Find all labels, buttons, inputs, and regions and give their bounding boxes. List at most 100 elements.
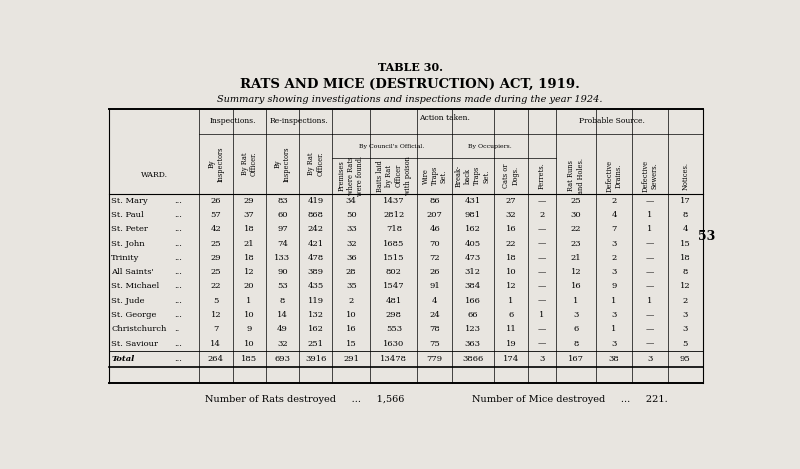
Text: 14: 14 [210, 340, 222, 348]
Text: Action taken.: Action taken. [418, 114, 470, 122]
Text: 18: 18 [506, 254, 516, 262]
Text: 33: 33 [346, 226, 357, 234]
Text: 363: 363 [465, 340, 481, 348]
Text: 57: 57 [210, 211, 222, 219]
Text: Notices.: Notices. [682, 162, 690, 190]
Text: 2: 2 [611, 254, 617, 262]
Text: ...: ... [174, 240, 182, 248]
Text: 38: 38 [609, 355, 619, 363]
Text: 3: 3 [682, 325, 688, 333]
Text: 3: 3 [611, 268, 617, 276]
Text: St. Paul: St. Paul [111, 211, 144, 219]
Text: 718: 718 [386, 226, 402, 234]
Text: Inspections.: Inspections. [210, 117, 256, 125]
Text: 242: 242 [308, 226, 324, 234]
Text: Cats or
Dogs.: Cats or Dogs. [502, 164, 519, 188]
Text: 473: 473 [465, 254, 481, 262]
Text: 7: 7 [611, 226, 617, 234]
Text: 1515: 1515 [383, 254, 405, 262]
Text: 405: 405 [465, 240, 481, 248]
Text: 1: 1 [246, 297, 252, 305]
Text: 1: 1 [647, 297, 653, 305]
Text: ...: ... [174, 268, 182, 276]
Text: 167: 167 [568, 355, 584, 363]
Text: 20: 20 [244, 282, 254, 290]
Text: ...: ... [174, 311, 182, 319]
Text: 18: 18 [244, 226, 254, 234]
Text: 26: 26 [210, 197, 221, 205]
Text: Premises
where Rats
were found.: Premises where Rats were found. [338, 156, 365, 196]
Text: 53: 53 [698, 230, 715, 243]
Text: By Rat
Officer.: By Rat Officer. [307, 151, 324, 176]
Text: 1: 1 [647, 211, 653, 219]
Text: 49: 49 [277, 325, 288, 333]
Text: 22: 22 [210, 282, 221, 290]
Text: 78: 78 [430, 325, 440, 333]
Text: 26: 26 [430, 268, 440, 276]
Text: 37: 37 [244, 211, 254, 219]
Text: —: — [538, 268, 546, 276]
Text: 8: 8 [574, 340, 578, 348]
Text: 481: 481 [386, 297, 402, 305]
Text: 74: 74 [277, 240, 288, 248]
Text: Trinity: Trinity [111, 254, 139, 262]
Text: 207: 207 [426, 211, 442, 219]
Text: —: — [538, 297, 546, 305]
Text: St. Saviour: St. Saviour [111, 340, 158, 348]
Text: 3: 3 [611, 240, 617, 248]
Text: 15: 15 [346, 340, 357, 348]
Text: Total: Total [111, 355, 134, 363]
Text: 312: 312 [465, 268, 481, 276]
Text: Break-
back
Traps
Set.: Break- back Traps Set. [455, 165, 490, 187]
Text: 3: 3 [611, 340, 617, 348]
Text: 34: 34 [346, 197, 357, 205]
Text: 779: 779 [426, 355, 442, 363]
Text: 132: 132 [308, 311, 324, 319]
Text: ...: ... [174, 297, 182, 305]
Text: 46: 46 [430, 226, 440, 234]
Text: 133: 133 [274, 254, 290, 262]
Text: —: — [646, 325, 654, 333]
Text: 1630: 1630 [383, 340, 405, 348]
Text: 60: 60 [277, 211, 288, 219]
Text: ...: ... [174, 355, 182, 363]
Text: 868: 868 [308, 211, 324, 219]
Text: Probable Source.: Probable Source. [579, 117, 645, 125]
Text: 264: 264 [208, 355, 224, 363]
Text: 18: 18 [244, 254, 254, 262]
Text: 4: 4 [611, 211, 617, 219]
Text: ...: ... [174, 211, 182, 219]
Text: 2: 2 [611, 197, 617, 205]
Text: By Occupiers.: By Occupiers. [468, 144, 512, 149]
Text: 123: 123 [465, 325, 481, 333]
Text: 95: 95 [680, 355, 690, 363]
Text: ..: .. [174, 325, 179, 333]
Text: 12: 12 [570, 268, 582, 276]
Text: 3: 3 [647, 355, 653, 363]
Text: 17: 17 [680, 197, 690, 205]
Text: 16: 16 [506, 226, 516, 234]
Text: 419: 419 [307, 197, 324, 205]
Text: 10: 10 [346, 311, 357, 319]
Text: —: — [538, 340, 546, 348]
Text: 8: 8 [682, 211, 688, 219]
Text: 2: 2 [682, 297, 688, 305]
Text: 9: 9 [611, 282, 617, 290]
Text: 4: 4 [682, 226, 688, 234]
Text: 29: 29 [210, 254, 222, 262]
Text: ...: ... [174, 254, 182, 262]
Text: Ferrets.: Ferrets. [538, 162, 546, 189]
Text: St. Jude: St. Jude [111, 297, 145, 305]
Text: 8: 8 [682, 268, 688, 276]
Text: 32: 32 [346, 240, 357, 248]
Text: 42: 42 [210, 226, 222, 234]
Text: 6: 6 [508, 311, 514, 319]
Text: 16: 16 [570, 282, 582, 290]
Text: —: — [646, 268, 654, 276]
Text: Number of Mice destroyed     ...     221.: Number of Mice destroyed ... 221. [472, 395, 668, 404]
Text: By Rat
Officer.: By Rat Officer. [241, 151, 258, 176]
Text: 1: 1 [508, 297, 514, 305]
Text: 10: 10 [506, 268, 516, 276]
Text: 22: 22 [506, 240, 516, 248]
Text: 12: 12 [680, 282, 690, 290]
